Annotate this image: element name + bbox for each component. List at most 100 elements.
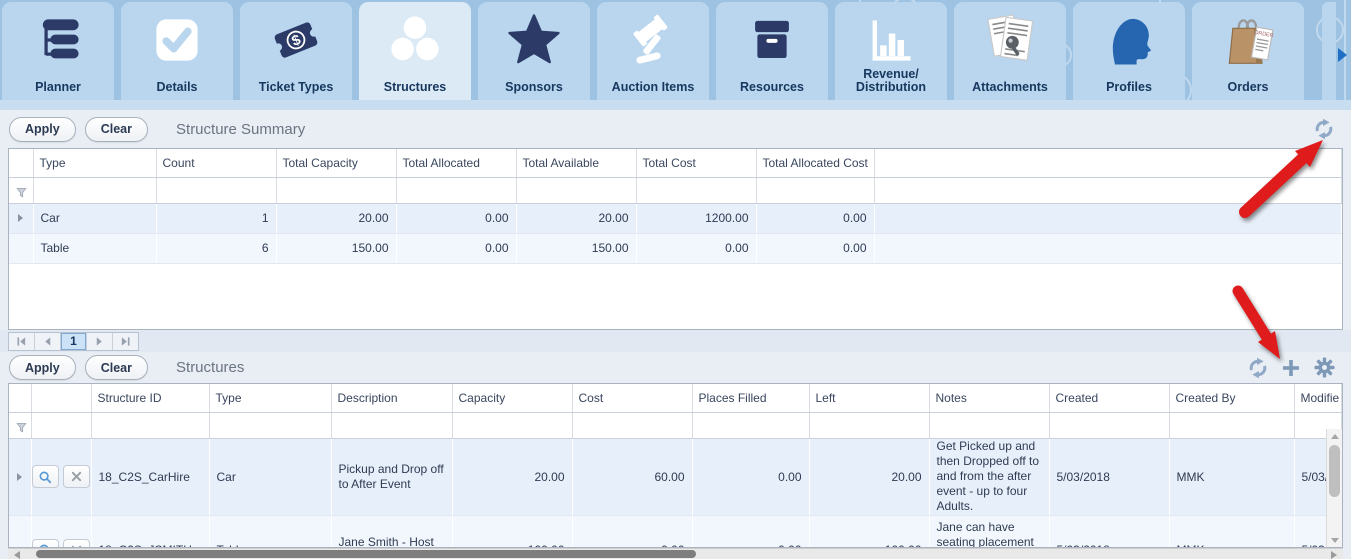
filter-notes[interactable] — [929, 412, 1050, 439]
cell-type: Table — [33, 233, 157, 264]
header-capacity[interactable]: Capacity — [452, 384, 573, 413]
summary-row-car[interactable]: Car 1 20.00 0.00 20.00 1200.00 0.00 — [9, 203, 1342, 234]
pager-next-button[interactable] — [87, 332, 113, 350]
filter-funnel-icon — [16, 422, 27, 432]
tab-orders[interactable]: ORDER Orders — [1192, 2, 1304, 100]
shopping-bag-icon: ORDER — [1220, 12, 1276, 68]
header-type[interactable]: Type — [33, 149, 157, 178]
filter-cost[interactable] — [572, 412, 693, 439]
filter-left[interactable] — [809, 412, 930, 439]
horizontal-scroll-thumb[interactable] — [36, 550, 696, 558]
header-total-allocated[interactable]: Total Allocated — [396, 149, 517, 178]
filter-description[interactable] — [331, 412, 453, 439]
header-structure-id[interactable]: Structure ID — [91, 384, 210, 413]
cell-total-capacity: 20.00 — [276, 203, 397, 234]
header-count[interactable]: Count — [156, 149, 277, 178]
filter-total-available[interactable] — [516, 177, 637, 204]
structures-filter-row — [9, 412, 1342, 439]
scroll-left-icon[interactable] — [14, 551, 20, 559]
row-delete-button[interactable] — [62, 465, 90, 488]
header-type[interactable]: Type — [209, 384, 332, 413]
header-notes[interactable]: Notes — [929, 384, 1050, 413]
pager-first-button[interactable] — [9, 332, 35, 350]
filter-type[interactable] — [33, 177, 157, 204]
summary-clear-button[interactable]: Clear — [84, 116, 149, 142]
tab-auction-items[interactable]: Auction Items — [597, 2, 709, 100]
row-view-button[interactable] — [31, 465, 59, 488]
header-description[interactable]: Description — [331, 384, 453, 413]
structures-add-button[interactable] — [1280, 357, 1302, 379]
filter-created[interactable] — [1049, 412, 1170, 439]
tab-label: Ticket Types — [258, 80, 334, 94]
vertical-scroll-thumb[interactable] — [1329, 445, 1340, 497]
tab-label: Resources — [740, 80, 804, 94]
filter-capacity[interactable] — [452, 412, 573, 439]
horizontal-scrollbar[interactable] — [8, 548, 1343, 559]
scroll-right-icon[interactable] — [1331, 551, 1337, 559]
header-places-filled[interactable]: Places Filled — [692, 384, 810, 413]
row-delete-button[interactable] — [62, 538, 90, 547]
structures-row-jsmith[interactable]: 18_C2S_JSMITH Table Jane Smith - Host fo… — [9, 515, 1342, 547]
header-created-by[interactable]: Created By — [1169, 384, 1295, 413]
filter-total-allocated[interactable] — [396, 177, 517, 204]
scroll-up-icon[interactable] — [1327, 429, 1342, 443]
tab-revenue-distribution[interactable]: Revenue/ Distribution — [835, 2, 947, 100]
structures-row-carhire[interactable]: 18_C2S_CarHire Car Pickup and Drop off t… — [9, 438, 1342, 516]
cell-created-by: MMK — [1169, 438, 1295, 516]
structures-settings-button[interactable] — [1313, 357, 1335, 379]
tab-structures[interactable]: Structures — [359, 2, 471, 100]
cell-created: 5/03/2018 — [1049, 438, 1170, 516]
header-total-cost[interactable]: Total Cost — [636, 149, 757, 178]
tab-sponsors[interactable]: Sponsors — [478, 2, 590, 100]
header-total-capacity[interactable]: Total Capacity — [276, 149, 397, 178]
summary-section-title: Structure Summary — [176, 120, 306, 138]
row-expand-indicator[interactable] — [9, 203, 34, 234]
cell-cost: 0.00 — [572, 515, 693, 547]
summary-apply-button[interactable]: Apply — [9, 116, 76, 142]
filter-count[interactable] — [156, 177, 277, 204]
tab-profiles[interactable]: Profiles — [1073, 2, 1185, 100]
header-modified[interactable]: Modifie — [1294, 384, 1342, 413]
tabs-scroll-right-icon[interactable] — [1338, 48, 1347, 62]
summary-row-table[interactable]: Table 6 150.00 0.00 150.00 0.00 0.00 — [9, 233, 1342, 264]
summary-refresh-button[interactable] — [1313, 118, 1335, 140]
cell-count: 1 — [156, 203, 277, 234]
filter-total-cost[interactable] — [636, 177, 757, 204]
checkbox-icon — [149, 12, 205, 68]
tab-details[interactable]: Details — [121, 2, 233, 100]
vertical-scrollbar[interactable] — [1326, 429, 1342, 547]
cell-type: Car — [209, 438, 332, 516]
row-view-button[interactable] — [31, 538, 59, 547]
pager-prev-button[interactable] — [35, 332, 61, 350]
filter-places-filled[interactable] — [692, 412, 810, 439]
tab-label: Attachments — [972, 80, 1048, 94]
filter-type[interactable] — [209, 412, 332, 439]
magnifier-icon — [39, 471, 52, 483]
filter-structure-id[interactable] — [91, 412, 210, 439]
tab-resources[interactable]: Resources — [716, 2, 828, 100]
cell-places-filled: 0.00 — [692, 515, 810, 547]
filter-created-by[interactable] — [1169, 412, 1295, 439]
header-total-allocated-cost[interactable]: Total Allocated Cost — [756, 149, 875, 178]
structures-apply-button[interactable]: Apply — [9, 355, 76, 380]
structures-header-row: Structure ID Type Description Capacity C… — [9, 384, 1342, 413]
pager-last-button[interactable] — [113, 333, 138, 350]
row-expand-indicator[interactable] — [9, 438, 32, 516]
pager-current-page[interactable]: 1 — [61, 332, 87, 350]
tab-planner[interactable]: Planner — [2, 2, 114, 100]
header-cost[interactable]: Cost — [572, 384, 693, 413]
tab-partial-next[interactable] — [1322, 2, 1336, 100]
summary-header-row: Type Count Total Capacity Total Allocate… — [9, 149, 1342, 178]
tab-attachments[interactable]: Attachments — [954, 2, 1066, 100]
header-total-available[interactable]: Total Available — [516, 149, 637, 178]
header-left[interactable]: Left — [809, 384, 930, 413]
scroll-down-icon[interactable] — [1327, 533, 1342, 547]
filter-total-allocated-cost[interactable] — [756, 177, 875, 204]
tab-label: Revenue/ Distribution — [855, 67, 927, 94]
tab-ticket-types[interactable]: $ Ticket Types — [240, 2, 352, 100]
structures-clear-button[interactable]: Clear — [84, 355, 149, 380]
structures-refresh-button[interactable] — [1247, 357, 1269, 379]
cell-capacity: 20.00 — [452, 438, 573, 516]
filter-total-capacity[interactable] — [276, 177, 397, 204]
header-created[interactable]: Created — [1049, 384, 1170, 413]
